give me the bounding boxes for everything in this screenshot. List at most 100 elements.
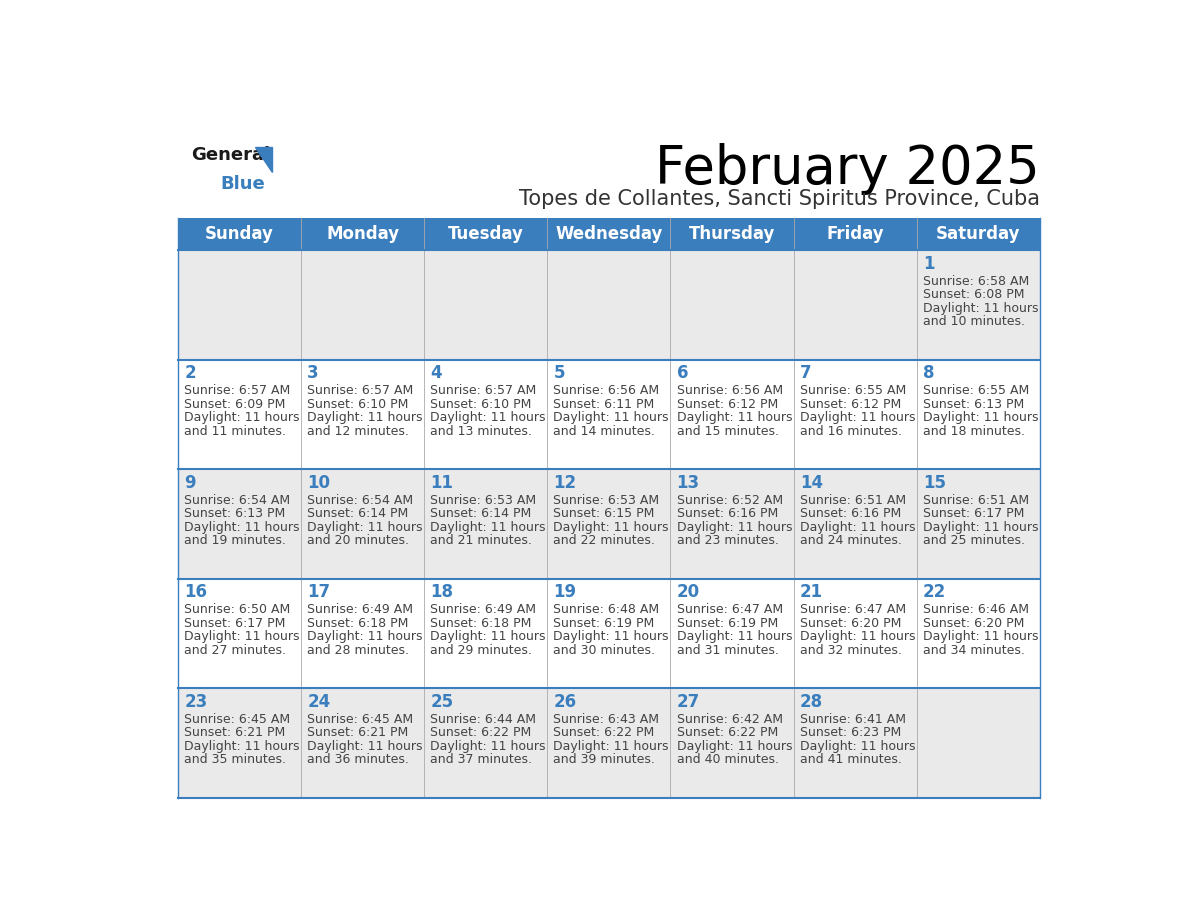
Text: Sunset: 6:12 PM: Sunset: 6:12 PM [800,397,901,411]
Text: Daylight: 11 hours: Daylight: 11 hours [430,631,545,644]
Text: and 15 minutes.: and 15 minutes. [677,425,778,438]
Bar [424,469,548,578]
Text: Sunset: 6:19 PM: Sunset: 6:19 PM [554,617,655,630]
Text: and 23 minutes.: and 23 minutes. [677,534,778,547]
Text: Sunrise: 6:46 AM: Sunrise: 6:46 AM [923,603,1029,616]
Text: Sunset: 6:22 PM: Sunset: 6:22 PM [430,726,531,739]
Bar [178,360,301,469]
Text: Sunset: 6:18 PM: Sunset: 6:18 PM [430,617,532,630]
Text: and 18 minutes.: and 18 minutes. [923,425,1025,438]
Text: Sunset: 6:16 PM: Sunset: 6:16 PM [800,508,901,521]
Text: and 29 minutes.: and 29 minutes. [430,644,532,657]
Bar [794,469,917,578]
Text: Daylight: 11 hours: Daylight: 11 hours [923,631,1038,644]
Text: and 20 minutes.: and 20 minutes. [308,534,409,547]
Text: Sunrise: 6:54 AM: Sunrise: 6:54 AM [308,494,413,507]
Bar [301,578,424,688]
Text: Sunset: 6:08 PM: Sunset: 6:08 PM [923,288,1024,301]
Text: Sunset: 6:16 PM: Sunset: 6:16 PM [677,508,778,521]
Bar [178,688,301,798]
Text: 7: 7 [800,364,811,383]
Text: General: General [191,146,270,163]
Text: Sunrise: 6:50 AM: Sunrise: 6:50 AM [184,603,290,616]
Text: Daylight: 11 hours: Daylight: 11 hours [430,521,545,534]
Text: Friday: Friday [827,225,884,243]
Text: Sunset: 6:23 PM: Sunset: 6:23 PM [800,726,901,739]
Text: Thursday: Thursday [689,225,775,243]
Text: 15: 15 [923,474,946,492]
Text: 14: 14 [800,474,823,492]
Text: Sunrise: 6:42 AM: Sunrise: 6:42 AM [677,713,783,726]
Text: Sunrise: 6:43 AM: Sunrise: 6:43 AM [554,713,659,726]
Text: 28: 28 [800,693,823,711]
Text: Sunset: 6:13 PM: Sunset: 6:13 PM [184,508,285,521]
Text: 25: 25 [430,693,454,711]
Text: Sunrise: 6:56 AM: Sunrise: 6:56 AM [554,385,659,397]
Text: and 25 minutes.: and 25 minutes. [923,534,1025,547]
Text: and 10 minutes.: and 10 minutes. [923,316,1025,329]
Text: Sunset: 6:20 PM: Sunset: 6:20 PM [923,617,1024,630]
Text: and 30 minutes.: and 30 minutes. [554,644,656,657]
Bar [424,578,548,688]
Text: and 27 minutes.: and 27 minutes. [184,644,286,657]
Text: and 22 minutes.: and 22 minutes. [554,534,656,547]
Text: Sunset: 6:20 PM: Sunset: 6:20 PM [800,617,901,630]
Text: and 39 minutes.: and 39 minutes. [554,754,656,767]
Bar [670,360,794,469]
Text: Sunset: 6:22 PM: Sunset: 6:22 PM [677,726,778,739]
Text: Sunrise: 6:55 AM: Sunrise: 6:55 AM [800,385,906,397]
Text: and 32 minutes.: and 32 minutes. [800,644,902,657]
Text: and 36 minutes.: and 36 minutes. [308,754,409,767]
Text: 1: 1 [923,255,934,273]
Text: and 34 minutes.: and 34 minutes. [923,644,1025,657]
Text: 23: 23 [184,693,208,711]
Bar [178,578,301,688]
Text: 3: 3 [308,364,318,383]
Text: Daylight: 11 hours: Daylight: 11 hours [308,631,423,644]
Bar [548,469,670,578]
Text: Daylight: 11 hours: Daylight: 11 hours [430,411,545,424]
Text: Sunset: 6:15 PM: Sunset: 6:15 PM [554,508,655,521]
Text: Sunset: 6:17 PM: Sunset: 6:17 PM [923,508,1024,521]
Text: Sunset: 6:10 PM: Sunset: 6:10 PM [308,397,409,411]
Text: Daylight: 11 hours: Daylight: 11 hours [554,631,669,644]
Text: Sunset: 6:19 PM: Sunset: 6:19 PM [677,617,778,630]
Text: and 19 minutes.: and 19 minutes. [184,534,286,547]
Bar [301,360,424,469]
Text: Daylight: 11 hours: Daylight: 11 hours [308,740,423,753]
Text: and 24 minutes.: and 24 minutes. [800,534,902,547]
Text: 12: 12 [554,474,576,492]
Text: Sunset: 6:14 PM: Sunset: 6:14 PM [308,508,409,521]
Text: 5: 5 [554,364,565,383]
Text: and 12 minutes.: and 12 minutes. [308,425,409,438]
Text: 9: 9 [184,474,196,492]
Text: Sunrise: 6:57 AM: Sunrise: 6:57 AM [308,385,413,397]
Text: Sunrise: 6:58 AM: Sunrise: 6:58 AM [923,274,1029,288]
Text: and 16 minutes.: and 16 minutes. [800,425,902,438]
Bar [301,688,424,798]
Bar [670,251,794,360]
Text: Sunset: 6:21 PM: Sunset: 6:21 PM [308,726,409,739]
Text: Daylight: 11 hours: Daylight: 11 hours [923,411,1038,424]
Bar [424,251,548,360]
Text: Tuesday: Tuesday [448,225,524,243]
Text: 2: 2 [184,364,196,383]
Text: 8: 8 [923,364,934,383]
Bar [548,578,670,688]
Text: Sunset: 6:09 PM: Sunset: 6:09 PM [184,397,285,411]
Bar [917,469,1040,578]
Text: Sunset: 6:13 PM: Sunset: 6:13 PM [923,397,1024,411]
Text: Sunrise: 6:53 AM: Sunrise: 6:53 AM [430,494,537,507]
Text: Daylight: 11 hours: Daylight: 11 hours [677,740,792,753]
Bar [178,469,301,578]
Text: Daylight: 11 hours: Daylight: 11 hours [800,411,915,424]
Text: Monday: Monday [326,225,399,243]
Bar [178,251,301,360]
Text: Topes de Collantes, Sancti Spiritus Province, Cuba: Topes de Collantes, Sancti Spiritus Prov… [519,189,1040,209]
Text: 27: 27 [677,693,700,711]
Text: and 41 minutes.: and 41 minutes. [800,754,902,767]
Text: 17: 17 [308,584,330,601]
Text: Daylight: 11 hours: Daylight: 11 hours [308,411,423,424]
Text: Blue: Blue [221,174,265,193]
Text: Sunset: 6:17 PM: Sunset: 6:17 PM [184,617,285,630]
